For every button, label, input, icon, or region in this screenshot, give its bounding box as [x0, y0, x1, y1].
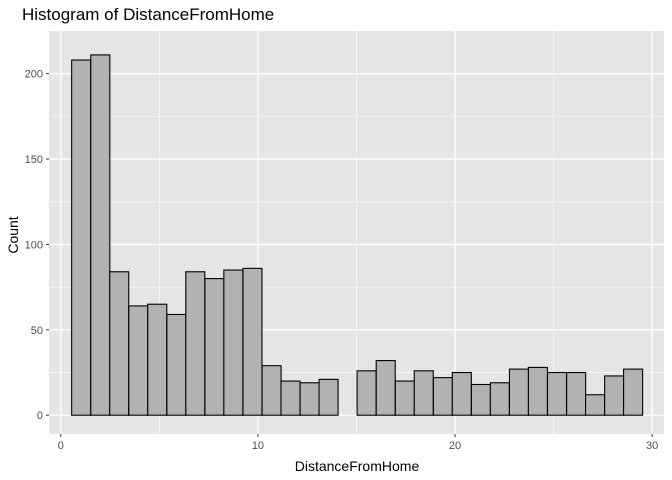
histogram-bar: [185, 271, 206, 416]
histogram-bar: [166, 313, 187, 416]
histogram-bar: [128, 305, 149, 416]
histogram-bar: [623, 368, 644, 416]
histogram-bar: [375, 360, 396, 416]
histogram-bar: [71, 59, 92, 416]
histogram-bar: [432, 377, 453, 416]
histogram-bar: [147, 303, 168, 416]
histogram-bar: [489, 382, 510, 416]
histogram-bar: [470, 383, 491, 416]
histogram-bar: [508, 368, 530, 416]
histogram-bar: [261, 365, 282, 416]
y-axis-title: Count: [5, 216, 21, 253]
x-tick-label: 30: [646, 440, 658, 452]
histogram-bar: [451, 371, 472, 416]
histogram-bar: [566, 371, 587, 416]
chart-title: Histogram of DistanceFromHome: [22, 5, 274, 24]
x-axis-title: DistanceFromHome: [295, 458, 420, 474]
x-axis-ticks: 0 10 20 30: [58, 434, 658, 452]
y-axis-ticks: 0 50 100 150 200: [25, 69, 49, 422]
histogram-bar: [204, 278, 225, 416]
histogram-bar: [242, 267, 263, 416]
histogram-bar: [413, 370, 434, 416]
x-tick-label: 0: [58, 440, 64, 452]
histogram-bar: [546, 371, 568, 416]
y-tick-label: 50: [31, 325, 43, 337]
histogram-bar: [223, 269, 244, 416]
y-tick-label: 100: [25, 239, 43, 251]
histogram-bar: [90, 54, 111, 416]
histogram-bar: [280, 380, 301, 416]
histogram-bar: [584, 394, 606, 416]
histogram-bar: [318, 378, 339, 416]
histogram-bar: [527, 366, 548, 416]
x-tick-label: 10: [252, 440, 264, 452]
y-tick-label: 150: [25, 154, 43, 166]
histogram-bars: [71, 54, 644, 416]
histogram-bar: [109, 271, 130, 416]
histogram-bar: [604, 375, 625, 416]
histogram-bar: [299, 382, 320, 416]
histogram-bar: [356, 370, 377, 416]
x-tick-label: 20: [449, 440, 461, 452]
y-tick-label: 0: [37, 410, 43, 422]
y-tick-label: 200: [25, 69, 43, 81]
histogram-bar: [394, 380, 415, 416]
major-gridlines: [49, 31, 664, 434]
